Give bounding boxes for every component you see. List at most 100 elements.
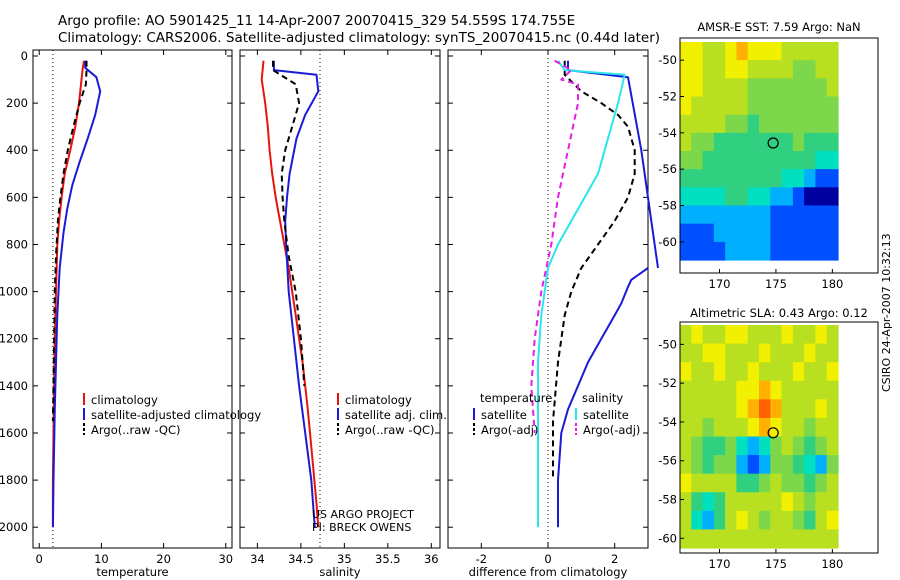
map-cell — [725, 399, 738, 419]
map-cell — [725, 436, 738, 456]
x-tick-label: 10 — [94, 552, 109, 566]
map-cell — [680, 325, 692, 345]
map-cell — [702, 417, 715, 438]
map-cell — [691, 492, 704, 512]
legend-header: salinity — [582, 391, 623, 405]
map-cell — [680, 205, 692, 225]
map-cell — [792, 473, 805, 493]
map-cell — [781, 42, 794, 61]
map-cell — [691, 241, 704, 261]
map-cell — [759, 187, 771, 207]
map-cell — [736, 42, 749, 61]
x-axis-label: difference from climatology — [469, 565, 628, 579]
map-panel-2 — [679, 321, 879, 554]
x-tick-label: -2 — [476, 552, 487, 566]
x-tick-label: 175 — [765, 277, 787, 291]
y-tick-label: -52 — [658, 90, 677, 104]
map-cell — [804, 436, 817, 456]
map-cell — [702, 205, 715, 225]
map-cell — [792, 325, 805, 345]
x-tick-label: 34 — [250, 552, 265, 566]
map-cell — [702, 529, 715, 549]
map-cell — [702, 436, 715, 456]
map-cell — [702, 343, 715, 363]
map-cell — [680, 241, 692, 261]
map-cell — [713, 417, 726, 438]
map-cell — [736, 529, 749, 549]
profile-panel-2 — [239, 49, 441, 549]
map-cell — [680, 436, 692, 456]
map-cell — [759, 343, 771, 363]
map-frame — [679, 37, 879, 274]
panel-frame — [239, 49, 441, 549]
map-cell — [792, 132, 805, 152]
map-cell — [770, 96, 783, 116]
map-cell — [691, 399, 704, 419]
map-cell — [770, 205, 783, 225]
series-line-salinity-satellite — [537, 60, 626, 528]
map-cell — [747, 492, 760, 512]
map-cell — [691, 417, 704, 438]
map-cell — [680, 362, 692, 382]
map-cell — [826, 510, 839, 531]
map-cell — [736, 380, 749, 400]
map-cell — [815, 325, 828, 345]
map-cell — [736, 455, 749, 475]
map-cell — [781, 151, 794, 170]
map-cell — [826, 169, 839, 188]
map-cell — [702, 96, 715, 116]
map-cell — [713, 473, 726, 493]
y-tick-label: 1200 — [0, 332, 28, 346]
map-cell — [725, 169, 738, 188]
map-cell — [770, 455, 783, 475]
map-cell — [770, 132, 783, 152]
profile-location-marker — [767, 427, 779, 439]
legend-item: Argo(-adj) — [583, 423, 640, 437]
map-cell — [691, 436, 704, 456]
map-cell — [826, 399, 839, 419]
map-cell — [781, 205, 794, 225]
map-cell — [826, 96, 839, 116]
series-line-temperature-satellite — [567, 60, 659, 269]
map-cell — [725, 529, 738, 549]
legend-item: Argo(..raw -QC) — [345, 423, 435, 437]
x-axis-label: temperature — [96, 565, 168, 579]
map-cell — [747, 60, 760, 79]
map-cell — [680, 60, 692, 79]
map-cell — [680, 96, 692, 116]
map-cell — [804, 78, 817, 98]
map-cell — [815, 96, 828, 116]
y-tick-label: 2000 — [0, 520, 28, 534]
map-cell — [781, 473, 794, 493]
x-tick-label: 180 — [821, 277, 843, 291]
map-cell — [702, 241, 715, 261]
map-cell — [747, 399, 760, 419]
map-cell — [736, 132, 749, 152]
map-cell — [725, 223, 738, 243]
series-line-climatology — [260, 60, 320, 528]
map-cell — [725, 96, 738, 116]
map-cell — [804, 60, 817, 79]
map-cell — [736, 510, 749, 531]
legend-header: temperature — [480, 391, 552, 405]
map-cell — [792, 510, 805, 531]
map-cell — [804, 151, 817, 170]
map-cell — [713, 114, 726, 134]
map-cell — [747, 96, 760, 116]
map-cell — [781, 132, 794, 152]
map-cell — [702, 223, 715, 243]
map-cell — [747, 362, 760, 382]
map-cell — [713, 151, 726, 170]
map-cell — [804, 510, 817, 531]
map-cell — [759, 510, 771, 531]
x-tick-label: 36 — [424, 552, 439, 566]
map-cell — [691, 96, 704, 116]
x-tick-label: 30 — [218, 552, 233, 566]
map-cell — [815, 42, 828, 61]
map-cell — [804, 343, 817, 363]
map-cell — [759, 241, 771, 261]
map-cell — [781, 455, 794, 475]
map-cell — [792, 492, 805, 512]
map-cell — [747, 187, 760, 207]
